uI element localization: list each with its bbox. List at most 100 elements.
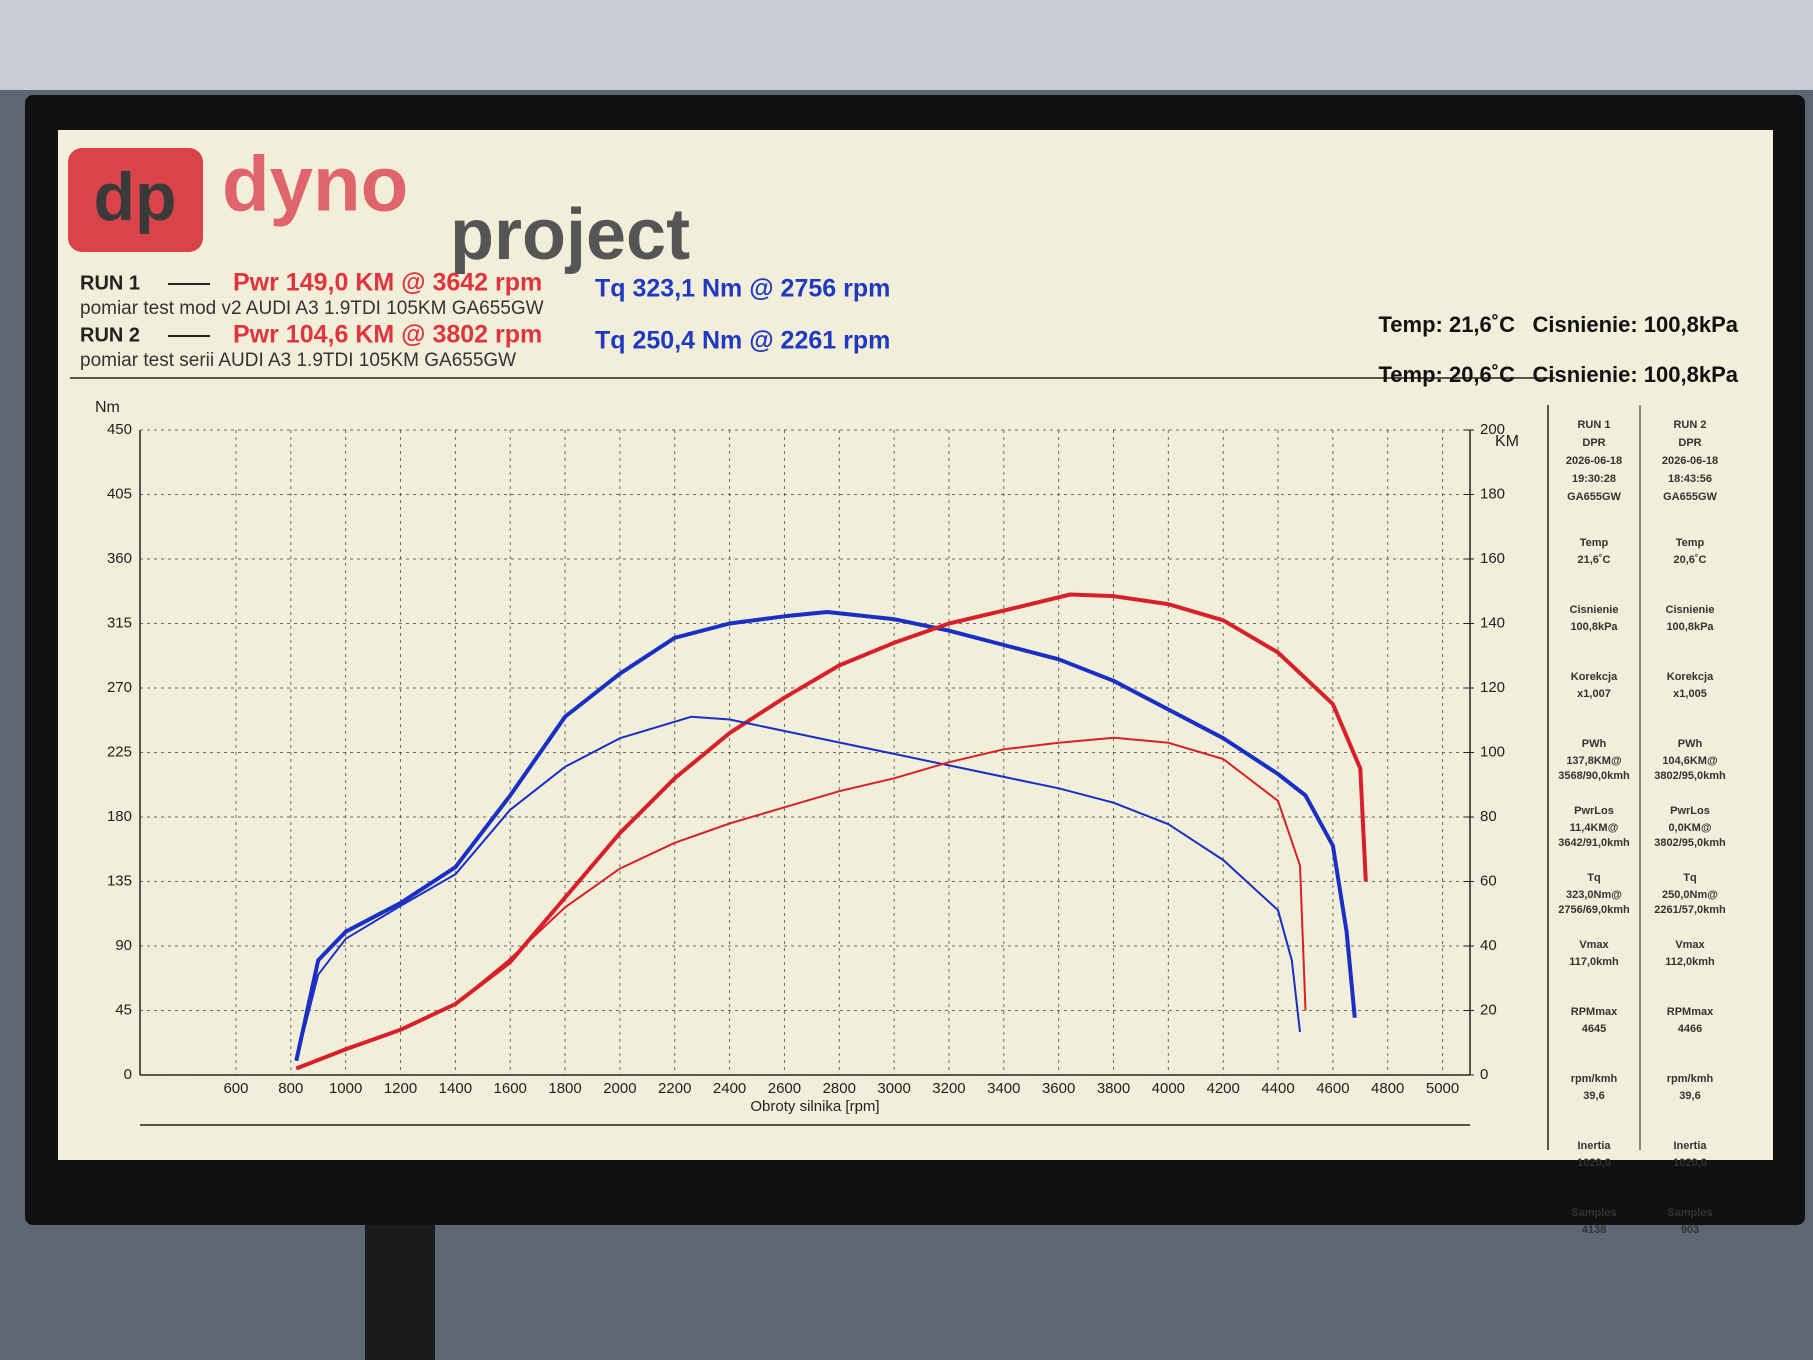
x-tick-label: 4600 (1316, 1080, 1349, 1097)
y-tick-label: 180 (107, 808, 132, 825)
y-tick-label: 0 (124, 1066, 132, 1083)
y2-tick-label: 160 (1480, 550, 1505, 567)
panel-value: x1,005 (1673, 688, 1707, 700)
x-tick-label: 3600 (1042, 1080, 1075, 1097)
y2-tick-label: 100 (1480, 743, 1505, 760)
panel-label: Temp (1580, 537, 1609, 549)
panel-value: 11,4KM@ (1570, 822, 1619, 834)
x-tick-label: 1200 (384, 1080, 417, 1097)
panel-label: PwrLos (1670, 805, 1710, 817)
y-tick-label: 405 (107, 485, 132, 502)
panel-header: 18:43:56 (1668, 473, 1712, 485)
panel-value: 4466 (1678, 1023, 1702, 1035)
run-description: pomiar test mod v2 AUDI A3 1.9TDI 105KM … (80, 298, 544, 319)
logo-badge (68, 148, 203, 252)
y-tick-label: 315 (107, 614, 132, 631)
y2-tick-label: 140 (1480, 614, 1505, 631)
run-torque: Tq 250,4 Nm @ 2261 rpm (595, 327, 890, 355)
run-label: RUN 1 (80, 272, 140, 294)
x-tick-label: 800 (278, 1080, 303, 1097)
x-tick-label: 1800 (548, 1080, 581, 1097)
y2-tick-label: 40 (1480, 937, 1497, 954)
panel-label: Tq (1683, 872, 1696, 884)
x-tick-label: 1400 (439, 1080, 472, 1097)
x-tick-label: 3200 (932, 1080, 965, 1097)
run-temp: Temp: 20,6˚C (1378, 362, 1515, 387)
panel-label: PwrLos (1574, 805, 1614, 817)
panel-value: 2261/57,0kmh (1654, 904, 1726, 916)
run-torque: Tq 323,1 Nm @ 2756 rpm (595, 275, 890, 303)
panel-value: 2756/69,0kmh (1558, 904, 1630, 916)
panel-label: Korekcja (1571, 671, 1618, 683)
y-axis-title: Nm (95, 399, 120, 416)
y-tick-label: 225 (107, 743, 132, 760)
y2-tick-label: 120 (1480, 679, 1505, 696)
panel-label: Cisnienie (1570, 604, 1619, 616)
x-tick-label: 4800 (1371, 1080, 1404, 1097)
panel-label: Inertia (1577, 1140, 1611, 1152)
x-tick-label: 3000 (877, 1080, 910, 1097)
y-tick-label: 45 (115, 1001, 132, 1018)
panel-value: 903 (1681, 1224, 1699, 1236)
x-axis-title: Obroty silnika [rpm] (750, 1098, 879, 1115)
panel-label: PWh (1678, 738, 1703, 750)
x-tick-label: 5000 (1426, 1080, 1459, 1097)
panel-label: Korekcja (1667, 671, 1714, 683)
panel-value: 39,6 (1583, 1090, 1604, 1102)
x-tick-label: 2400 (713, 1080, 746, 1097)
x-tick-label: 1000 (329, 1080, 362, 1097)
panel-header: RUN 2 (1673, 419, 1706, 431)
stand (365, 1220, 435, 1360)
panel-label: RPMmax (1571, 1006, 1618, 1018)
series-line (295, 592, 1368, 1071)
panel-label: PWh (1582, 738, 1607, 750)
panel-value: 3802/95,0kmh (1654, 770, 1726, 782)
run-power: Pwr 104,6 KM @ 3802 rpm (233, 321, 542, 349)
panel-value: 117,0kmh (1569, 956, 1619, 968)
panel-value: 3642/91,0kmh (1558, 837, 1630, 849)
y2-tick-label: 80 (1480, 808, 1497, 825)
series-line (294, 610, 1357, 1062)
x-tick-label: 4000 (1152, 1080, 1185, 1097)
panel-value: 250,0Nm@ (1662, 889, 1718, 901)
panel-header: RUN 1 (1577, 419, 1610, 431)
panel-label: Samples (1571, 1207, 1616, 1219)
panel-label: Inertia (1673, 1140, 1707, 1152)
run-power: Pwr 149,0 KM @ 3642 rpm (233, 269, 542, 297)
y-tick-label: 450 (107, 421, 132, 438)
run-temp: Temp: 21,6˚C (1378, 312, 1515, 337)
y-tick-label: 135 (107, 872, 132, 889)
panel-label: Samples (1667, 1207, 1712, 1219)
y-tick-label: 270 (107, 679, 132, 696)
panel-value: 3802/95,0kmh (1654, 837, 1726, 849)
panel-header: DPR (1678, 437, 1701, 449)
panel-label: rpm/kmh (1571, 1073, 1618, 1085)
logo-word: dyno (222, 140, 408, 228)
x-tick-label: 3400 (987, 1080, 1020, 1097)
run-pressure: Cisnienie: 100,8kPa (1533, 312, 1739, 337)
wall-top (0, 0, 1813, 90)
y2-axis-title: KM (1495, 433, 1519, 450)
panel-header: GA655GW (1663, 491, 1717, 503)
y-tick-label: 90 (115, 937, 132, 954)
logo-word: project (450, 195, 690, 275)
y2-tick-label: 20 (1480, 1001, 1497, 1018)
panel-value: 0,0KM@ (1668, 822, 1711, 834)
panel-value: x1,007 (1577, 688, 1611, 700)
panel-value: 4138 (1582, 1224, 1606, 1236)
x-tick-label: 2000 (603, 1080, 636, 1097)
panel-header: GA655GW (1567, 491, 1621, 503)
run-description: pomiar test serii AUDI A3 1.9TDI 105KM G… (80, 350, 516, 371)
run-pressure: Cisnienie: 100,8kPa (1533, 362, 1739, 387)
y2-tick-label: 60 (1480, 872, 1497, 889)
series-line (295, 715, 1301, 1061)
panel-label: Temp (1676, 537, 1705, 549)
panel-value: 1020,0 (1673, 1157, 1707, 1169)
x-tick-label: 4200 (1207, 1080, 1240, 1097)
panel-header: 19:30:28 (1572, 473, 1616, 485)
panel-label: rpm/kmh (1667, 1073, 1714, 1085)
panel-value: 100,8kPa (1666, 621, 1714, 633)
panel-header: 2026-06-18 (1566, 455, 1622, 467)
x-tick-label: 2200 (658, 1080, 691, 1097)
panel-label: Vmax (1579, 939, 1609, 951)
